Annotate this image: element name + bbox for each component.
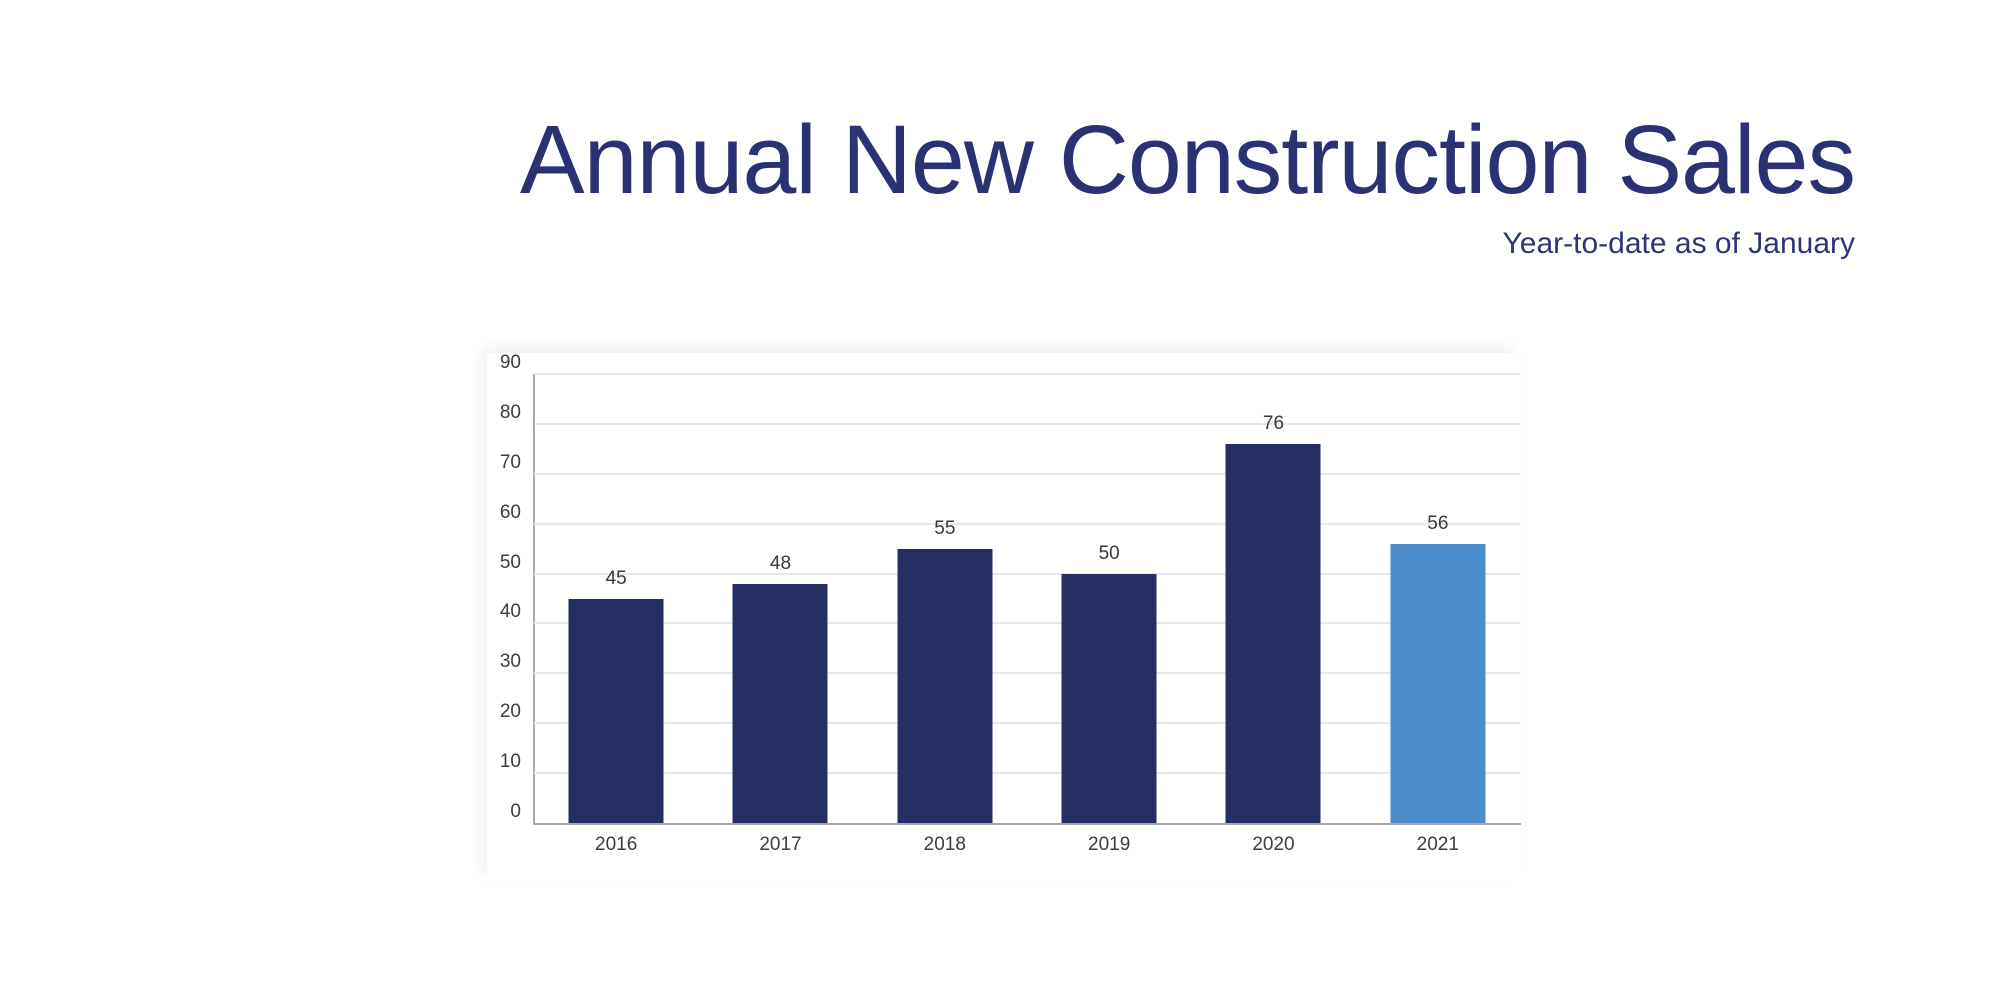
bar-slot-2021: 56 2021: [1356, 374, 1520, 855]
y-tick-label-60: 60: [499, 501, 521, 523]
bar-2018: [897, 548, 993, 823]
bar-value-label-2021: 56: [1427, 512, 1449, 534]
gridline-y-60: [534, 522, 1520, 525]
gridline-y-90: [534, 373, 1520, 375]
bar-slot-2019: 50 2019: [1027, 374, 1191, 855]
bar-2020: [1225, 443, 1321, 823]
y-tick-label-10: 10: [499, 751, 521, 773]
gridline-y-30: [534, 672, 1520, 675]
gridline-y-40: [534, 622, 1520, 625]
bar-value-label-2020: 76: [1262, 412, 1285, 434]
gridline-y-70: [534, 472, 1520, 475]
bar-slot-2020: 76 2020: [1191, 374, 1355, 855]
gridline-y-10: [534, 772, 1520, 775]
y-tick-label-20: 20: [499, 701, 521, 723]
x-category-label-2016: 2016: [595, 834, 638, 855]
bar-value-label-2016: 45: [605, 567, 627, 589]
bar-chart-plot-area: 0 10 20 30 40 50 60 70 80 90 45 2016 48 2017 55 2018 50 2…: [500, 352, 1521, 855]
y-tick-label-30: 30: [499, 651, 521, 673]
bar-value-label-2019: 50: [1098, 542, 1120, 564]
bar-2017: [732, 583, 828, 823]
y-tick-label-40: 40: [499, 601, 521, 623]
y-tick-label-70: 70: [499, 451, 521, 473]
bar-value-label-2018: 55: [934, 517, 956, 539]
bar-slot-2016: 45 2016: [534, 374, 698, 855]
bar-2016: [568, 598, 664, 823]
y-axis-line: [533, 374, 535, 823]
bar-slot-2018: 55 2018: [863, 374, 1027, 855]
gridline-y-50: [534, 572, 1520, 575]
y-tick-label-80: 80: [499, 401, 521, 423]
bar-2021: [1390, 543, 1486, 823]
x-category-label-2018: 2018: [923, 834, 966, 855]
x-category-label-2019: 2019: [1088, 834, 1131, 855]
chart-header: Annual New Construction Sales Year-to-da…: [519, 104, 1856, 262]
x-category-label-2021: 2021: [1416, 834, 1459, 855]
page-title: Annual New Construction Sales: [519, 105, 1856, 214]
bar-2019: [1061, 573, 1157, 823]
bar-slot-2017: 48 2017: [698, 374, 862, 855]
x-axis-line: [533, 823, 1521, 825]
gridline-y-80: [534, 422, 1520, 425]
page-subtitle: Year-to-date as of January: [1502, 226, 1855, 260]
x-category-label-2017: 2017: [759, 834, 802, 855]
x-category-label-2020: 2020: [1252, 834, 1295, 855]
y-tick-label-90: 90: [499, 352, 521, 373]
y-tick-label-0: 0: [510, 801, 521, 822]
gridline-y-20: [534, 722, 1520, 725]
y-tick-label-50: 50: [499, 551, 521, 573]
bar-value-label-2017: 48: [769, 552, 792, 574]
